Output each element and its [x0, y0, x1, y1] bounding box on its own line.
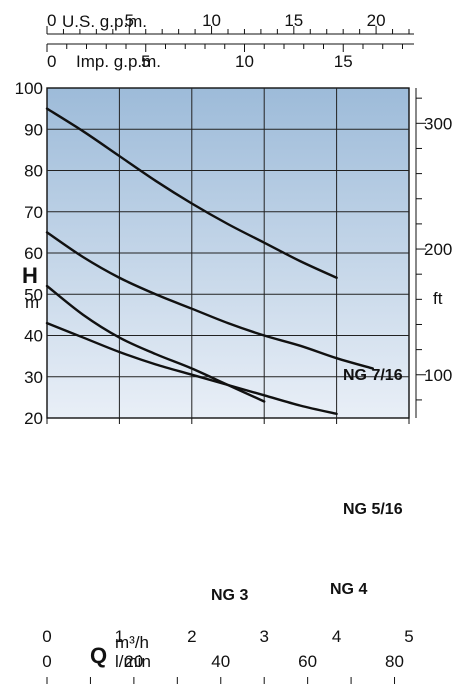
- curve-ng-3: [45, 284, 266, 403]
- bottom-secondary-tick-label: 0: [42, 652, 51, 671]
- bottom-secondary-tick-label: 20: [124, 652, 143, 671]
- right-axis-unit: ft: [433, 289, 443, 308]
- top-primary-tick-label: 5: [125, 11, 134, 30]
- top-primary-tick-label: 0: [47, 11, 56, 30]
- left-axis-unit: m: [25, 293, 39, 312]
- bottom-secondary-unit: l/min: [115, 652, 151, 671]
- top-secondary-tick-label: 15: [334, 52, 353, 71]
- bottom-primary-tick-label: 0: [42, 627, 51, 646]
- top-secondary-tick-label: 5: [141, 52, 150, 71]
- left-tick-label: 50: [24, 285, 43, 304]
- bottom-primary-tick-label: 2: [187, 627, 196, 646]
- bottom-primary-tick-label: 5: [404, 627, 413, 646]
- bottom-secondary-tick-label: 60: [298, 652, 317, 671]
- top-primary-tick-label: 20: [367, 11, 386, 30]
- bottom-axis-symbol: Q: [90, 643, 107, 668]
- left-tick-label: 70: [24, 203, 43, 222]
- top-primary-tick-label: 10: [202, 11, 221, 30]
- curves: [45, 107, 374, 416]
- top-secondary-tick-label: 0: [47, 52, 56, 71]
- bottom-axes: 0 1 2 3 4 5 0 20 40 60 80: [42, 418, 414, 684]
- top-axes: 0 5 10 15 20 0 5 10 15: [46, 11, 414, 71]
- series-label-ng716: NG 7/16: [343, 367, 403, 384]
- left-axis-symbol: H: [22, 263, 38, 288]
- top-primary-tick-label: 15: [284, 11, 303, 30]
- bottom-secondary-tick-label: 80: [385, 652, 404, 671]
- grid: [47, 88, 409, 418]
- left-tick-label: 40: [24, 327, 43, 346]
- left-tick-label: 80: [24, 162, 43, 181]
- bottom-primary-unit: m³/h: [115, 633, 149, 652]
- top-secondary-tick-label: 10: [235, 52, 254, 71]
- series-label-ng3: NG 3: [211, 587, 248, 604]
- top-primary-unit: U.S. g.p.m.: [62, 12, 147, 31]
- right-tick-label: 100: [424, 366, 452, 385]
- top-secondary-unit: Imp. g.p.m.: [76, 52, 161, 71]
- left-tick-label: 100: [15, 79, 43, 98]
- bottom-primary-tick-label: 4: [332, 627, 341, 646]
- right-axis: 100 200 300: [415, 88, 452, 418]
- left-tick-label: 60: [24, 244, 43, 263]
- curve-ng-4: [45, 321, 338, 416]
- curve-ng-7-16: [45, 107, 338, 279]
- curve-ng-5-16: [45, 231, 374, 370]
- series-label-ng516: NG 5/16: [343, 501, 403, 518]
- series-label-ng4: NG 4: [330, 581, 367, 598]
- left-tick-label: 30: [24, 368, 43, 387]
- left-tick-label: 20: [24, 409, 43, 428]
- bottom-primary-tick-label: 3: [259, 627, 268, 646]
- right-tick-label: 300: [424, 114, 452, 133]
- bottom-secondary-tick-label: 40: [211, 652, 230, 671]
- right-tick-label: 200: [424, 240, 452, 259]
- left-tick-label: 90: [24, 120, 43, 139]
- bottom-primary-tick-label: 1: [115, 627, 124, 646]
- left-axis: 20 30 40 50 60 70 80 90 100: [15, 79, 43, 428]
